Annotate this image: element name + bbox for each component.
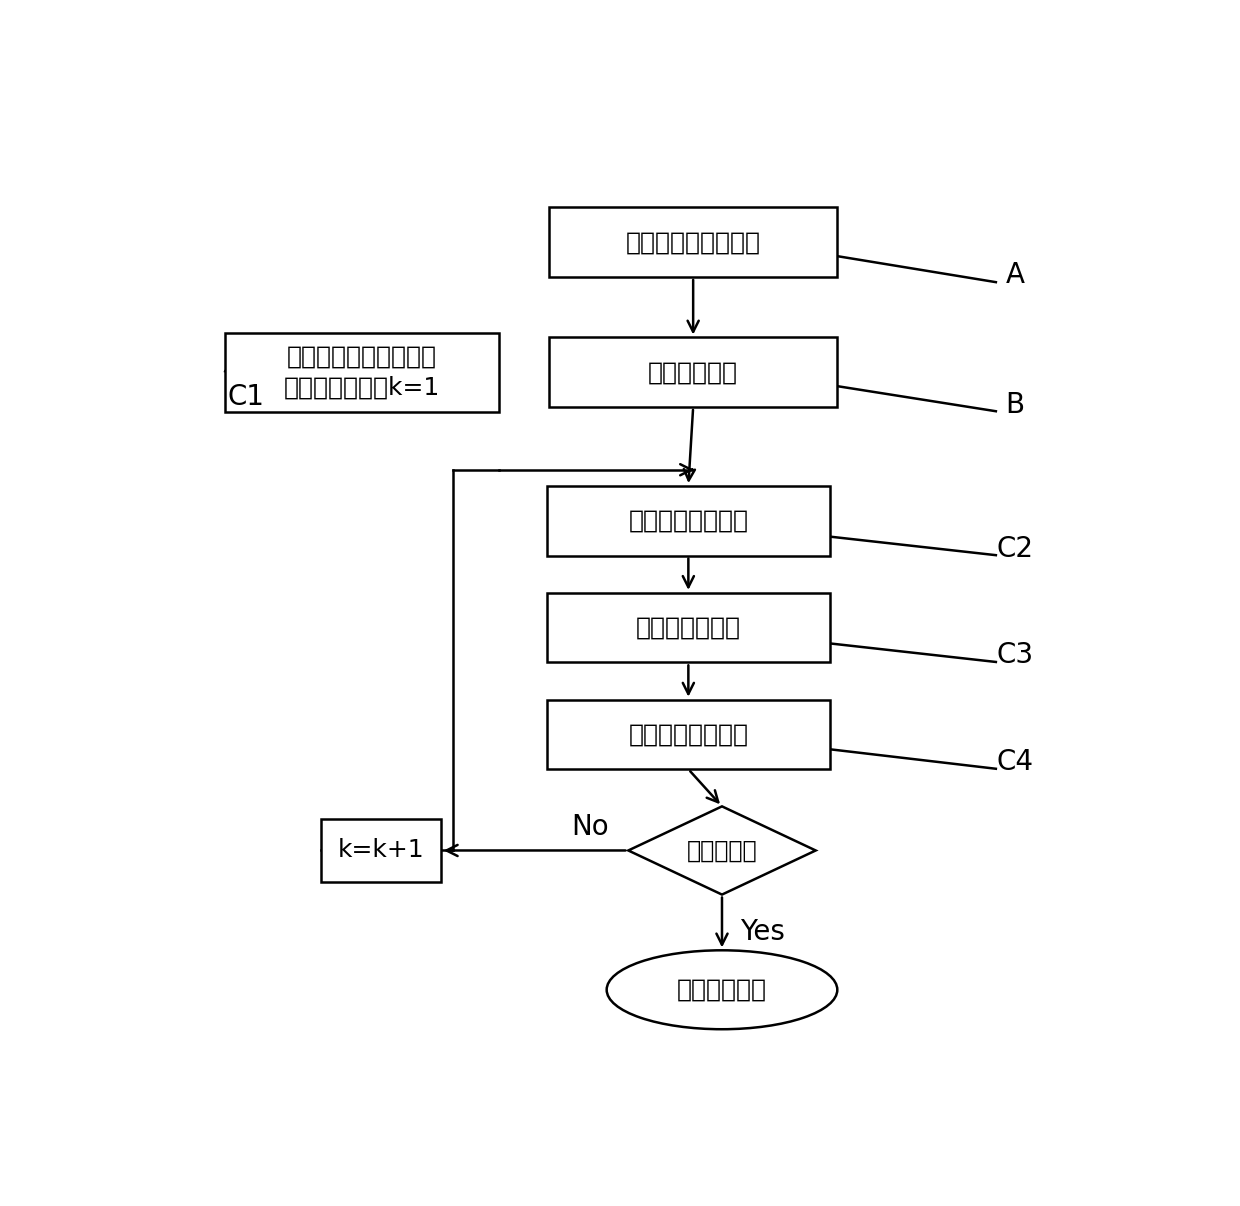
Text: No: No	[572, 813, 609, 842]
Text: A: A	[1006, 260, 1024, 288]
Text: Yes: Yes	[740, 918, 785, 946]
Text: 更新目标散射强度: 更新目标散射强度	[629, 722, 749, 747]
Text: 初始化目标散射强度、
迭代终止准则；k=1: 初始化目标散射强度、 迭代终止准则；k=1	[284, 345, 440, 400]
Text: 更新正则化参数: 更新正则化参数	[636, 615, 740, 639]
Text: 观测模型构建: 观测模型构建	[649, 361, 738, 385]
Bar	[547, 699, 830, 769]
Polygon shape	[629, 807, 816, 895]
Text: 更新梯度下降序列: 更新梯度下降序列	[629, 509, 749, 533]
Text: C2: C2	[997, 534, 1034, 563]
Text: 目标散射强度: 目标散射强度	[677, 978, 768, 1002]
Bar	[547, 486, 830, 556]
Text: 迭代终止？: 迭代终止？	[687, 838, 758, 862]
Text: k=k+1: k=k+1	[337, 838, 424, 862]
Bar	[224, 333, 498, 411]
Text: B: B	[1006, 391, 1024, 418]
Ellipse shape	[606, 950, 837, 1029]
Bar	[549, 338, 837, 408]
Text: C4: C4	[997, 748, 1034, 777]
Text: C1: C1	[228, 384, 265, 411]
Bar	[321, 819, 441, 882]
Bar	[549, 207, 837, 277]
Bar	[547, 593, 830, 662]
Text: C3: C3	[997, 642, 1034, 669]
Text: 多通道回波模拟算子: 多通道回波模拟算子	[626, 230, 760, 254]
